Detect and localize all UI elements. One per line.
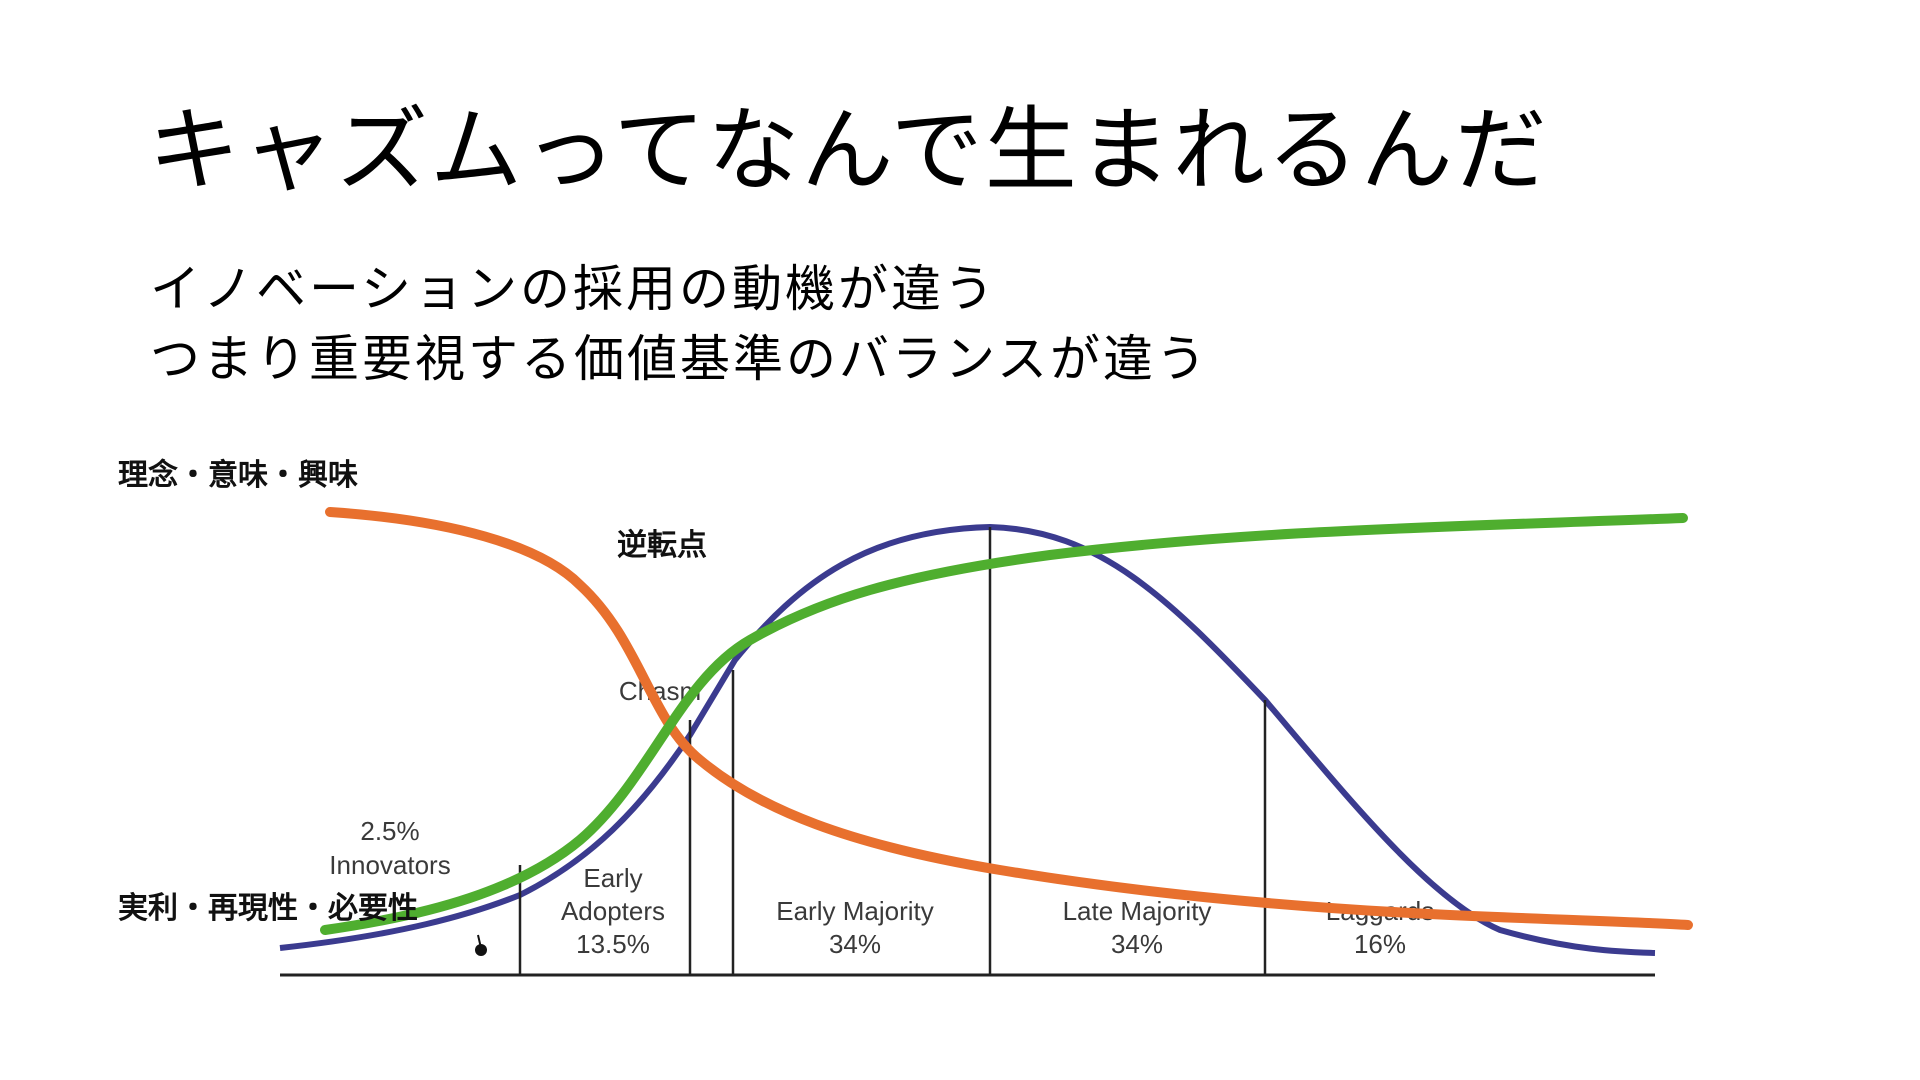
bottom-value-label: 実利・再現性・必要性: [118, 891, 418, 926]
early-adopters-label-1: Early: [583, 863, 642, 893]
laggards-pct: 16%: [1354, 929, 1406, 959]
subtitle-line-1: イノベーションの採用の動機が違う: [150, 260, 997, 318]
crossover-label: 逆転点: [617, 528, 707, 563]
innovators-label: Innovators: [329, 850, 450, 880]
top-value-label: 理念・意味・興味: [118, 458, 358, 493]
early-adopters-label-2: Adopters: [561, 896, 665, 926]
innovators-pct: 2.5%: [360, 816, 419, 846]
late-majority-pct: 34%: [1111, 929, 1163, 959]
late-majority-label: Late Majority: [1063, 896, 1212, 926]
early-majority-pct: 34%: [829, 929, 881, 959]
slide-title: キャズムってなんで生まれるんだ: [148, 97, 1549, 204]
innovators-marker: [475, 944, 487, 956]
subtitle-line-2: つまり重要視する価値基準のバランスが違う: [150, 330, 1209, 388]
green-curve: [320, 513, 1688, 935]
orange-curve: [325, 507, 1693, 930]
early-majority-label: Early Majority: [776, 896, 933, 926]
early-adopters-pct: 13.5%: [576, 929, 650, 959]
innovators-marker-line: [477, 934, 482, 949]
